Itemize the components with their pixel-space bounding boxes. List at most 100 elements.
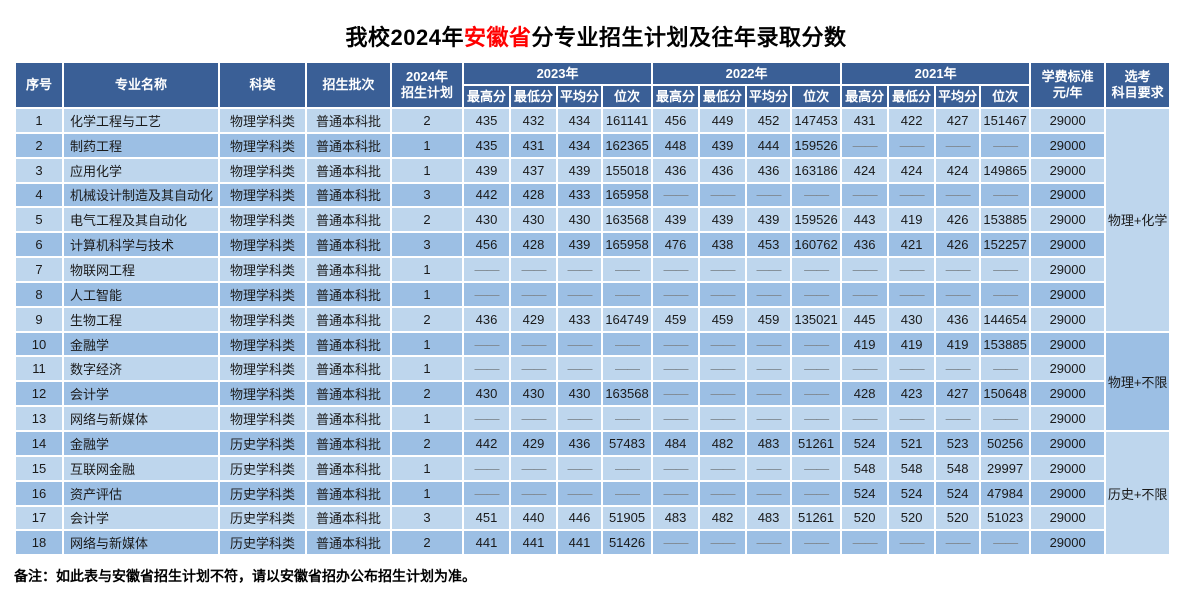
cell-2023-score: 456 — [462, 231, 511, 259]
cell-2022-score: 436 — [698, 156, 748, 184]
col-header-seq: 序号 — [14, 61, 64, 109]
cell-2022-score: 436 — [745, 156, 793, 184]
cell-2021-score: —— — [840, 405, 890, 432]
col-header-tuition: 学费标准 元/年 — [1029, 61, 1107, 109]
cell-subject-req: 物理+化学 — [1104, 107, 1172, 333]
cell-2022-score: —— — [698, 529, 748, 557]
cell-2022-score: —— — [745, 280, 793, 308]
cell-2021-score: 427 — [934, 380, 982, 408]
table-row: 4 机械设计制造及其自动化 物理学科类 普通本科批 3 442 428 433 165958 ——… — [14, 181, 1170, 209]
subject-req-line1: 选考 — [1124, 69, 1151, 85]
cell-batch: 普通本科批 — [305, 330, 392, 358]
cell-2022-score: —— — [651, 405, 701, 432]
cell-2022-rank: 163186 — [790, 156, 843, 184]
cell-2023-score: —— — [462, 405, 511, 432]
cell-2023-score: 435 — [462, 131, 511, 159]
cell-major: 电气工程及其自动化 — [62, 206, 220, 234]
cell-plan-2024: 1 — [390, 330, 464, 358]
cell-2022-rank: —— — [790, 454, 843, 482]
col-header-2023-rank: 位次 — [600, 84, 654, 109]
cell-2023-score: —— — [462, 479, 511, 507]
cell-2023-score: 451 — [462, 504, 511, 532]
cell-category: 物理学科类 — [218, 330, 307, 358]
cell-batch: 普通本科批 — [305, 355, 392, 383]
cell-major: 网络与新媒体 — [62, 405, 220, 432]
cell-2021-score: —— — [887, 280, 937, 308]
cell-2023-score: 436 — [462, 305, 511, 333]
cell-seq: 1 — [14, 107, 64, 134]
cell-2022-score: —— — [745, 479, 793, 507]
cell-batch: 普通本科批 — [305, 454, 392, 482]
cell-major: 计算机科学与技术 — [62, 231, 220, 259]
cell-category: 物理学科类 — [218, 280, 307, 308]
cell-seq: 4 — [14, 181, 64, 209]
tuition-line1: 学费标准 — [1041, 69, 1094, 85]
cell-2022-score: 439 — [698, 131, 748, 159]
cell-2023-rank: 163568 — [600, 206, 654, 234]
cell-category: 历史学科类 — [218, 479, 307, 507]
cell-2022-score: —— — [651, 256, 701, 283]
table-row: 3 应用化学 物理学科类 普通本科批 1 439 437 439 155018 436 436 436… — [14, 156, 1170, 184]
col-header-year-2023: 2023年 — [461, 61, 654, 86]
col-header-subject-req: 选考 科目要求 — [1104, 61, 1172, 109]
cell-2022-score: 459 — [698, 305, 748, 333]
cell-2021-score: —— — [934, 256, 982, 283]
cell-tuition: 29000 — [1029, 355, 1107, 383]
cell-seq: 3 — [14, 156, 64, 184]
cell-batch: 普通本科批 — [305, 529, 392, 557]
col-header-2022-min: 最低分 — [698, 84, 748, 109]
cell-2023-score: —— — [556, 479, 603, 507]
cell-category: 物理学科类 — [218, 355, 307, 383]
cell-tuition: 29000 — [1029, 256, 1107, 283]
cell-2023-rank: 165958 — [600, 231, 654, 259]
cell-2022-score: 483 — [745, 429, 793, 457]
cell-plan-2024: 1 — [390, 479, 464, 507]
cell-2021-score: —— — [887, 529, 937, 557]
table-row: 17 会计学 历史学科类 普通本科批 3 451 440 446 51905 483 482 483 5… — [14, 504, 1170, 532]
cell-2021-score: 548 — [887, 454, 937, 482]
cell-2021-rank: 149865 — [979, 156, 1032, 184]
cell-2022-rank: 147453 — [790, 107, 843, 134]
cell-batch: 普通本科批 — [305, 305, 392, 333]
cell-2021-score: 431 — [840, 107, 890, 134]
cell-2022-rank: 51261 — [790, 429, 843, 457]
cell-2022-rank: —— — [790, 181, 843, 209]
cell-major: 制药工程 — [62, 131, 220, 159]
cell-2021-rank: 151467 — [979, 107, 1032, 134]
cell-2023-score: 441 — [462, 529, 511, 557]
cell-2022-score: —— — [651, 529, 701, 557]
cell-2021-score: —— — [934, 529, 982, 557]
cell-2023-score: 429 — [509, 429, 558, 457]
cell-2021-score: —— — [840, 256, 890, 283]
cell-2023-score: 439 — [462, 156, 511, 184]
cell-2021-score: —— — [840, 280, 890, 308]
cell-2022-score: —— — [651, 280, 701, 308]
cell-2021-score: 520 — [887, 504, 937, 532]
cell-major: 会计学 — [62, 380, 220, 408]
table-row: 7 物联网工程 物理学科类 普通本科批 1 —— —— —— —— —— —— —— —— —— —— —— —… — [14, 256, 1170, 283]
cell-batch: 普通本科批 — [305, 256, 392, 283]
cell-major: 化学工程与工艺 — [62, 107, 220, 134]
cell-major: 生物工程 — [62, 305, 220, 333]
cell-2021-rank: —— — [979, 405, 1032, 432]
cell-batch: 普通本科批 — [305, 231, 392, 259]
cell-2022-rank: 51261 — [790, 504, 843, 532]
table-row: 6 计算机科学与技术 物理学科类 普通本科批 3 456 428 439 165958 476 43… — [14, 231, 1170, 259]
cell-major: 机械设计制造及其自动化 — [62, 181, 220, 209]
cell-batch: 普通本科批 — [305, 479, 392, 507]
cell-2023-rank: 57483 — [600, 429, 654, 457]
cell-2023-score: 442 — [462, 181, 511, 209]
cell-tuition: 29000 — [1029, 529, 1107, 557]
cell-2022-score: —— — [651, 355, 701, 383]
cell-2022-rank: —— — [790, 405, 843, 432]
cell-2022-score: 482 — [698, 429, 748, 457]
cell-2022-score: 438 — [698, 231, 748, 259]
cell-tuition: 29000 — [1029, 156, 1107, 184]
table-header: 序号 专业名称 科类 招生批次 2024年 招生计划 2023年 2022年 20… — [14, 61, 1172, 109]
col-header-year-2021: 2021年 — [840, 61, 1032, 86]
cell-2021-rank: —— — [979, 355, 1032, 383]
cell-2023-score: 436 — [556, 429, 603, 457]
plan-2024-line2: 招生计划 — [400, 85, 453, 100]
cell-2021-score: 424 — [840, 156, 890, 184]
cell-category: 物理学科类 — [218, 380, 307, 408]
